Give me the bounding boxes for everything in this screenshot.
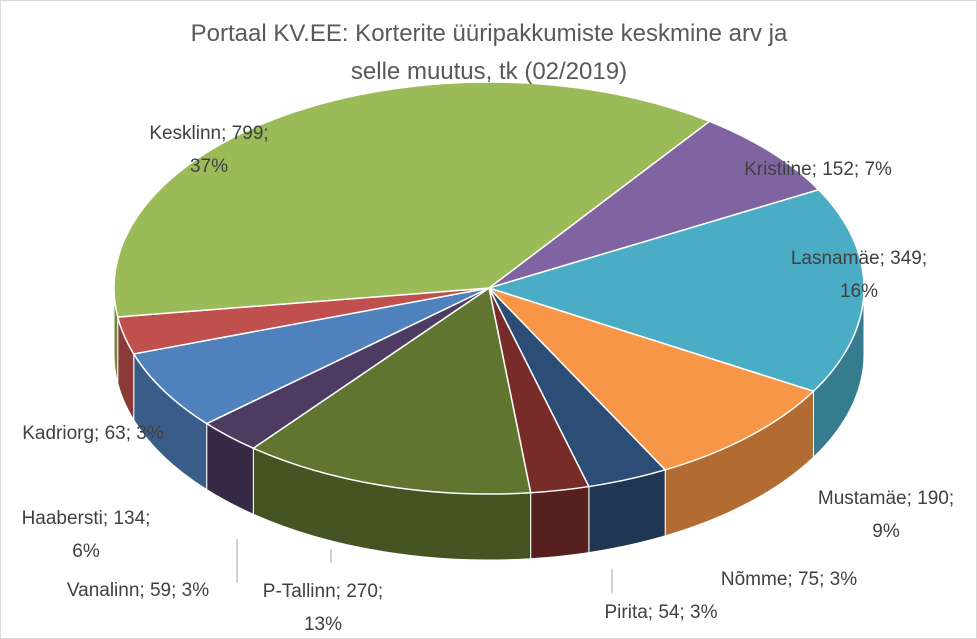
pie-wall-pirita <box>530 485 590 560</box>
data-label-line: 37% <box>190 156 228 177</box>
data-label-lasnamae: Lasnamäe; 349; 16% <box>791 248 927 302</box>
data-label-line: Kadriorg; 63; 3% <box>22 423 164 444</box>
pie-slice-lasnamae <box>486 188 865 393</box>
data-label-line: Haabersti; 134; <box>22 508 151 529</box>
data-label-line: Vanalinn; 59; 3% <box>67 580 209 601</box>
chart-title-line-1: Portaal KV.EE: Korterite üüripakkumiste … <box>191 20 788 47</box>
pie-slice-p-tallinn <box>251 286 532 495</box>
data-label-line: 16% <box>840 281 878 302</box>
data-label-mustamae: Mustamäe; 190; 9% <box>818 488 954 542</box>
data-label-line: Nõmme; 75; 3% <box>721 569 857 590</box>
data-label-pirita: Pirita; 54; 3% <box>605 602 718 623</box>
data-label-line: Lasnamäe; 349; <box>791 248 927 269</box>
pie-slice-mustamae <box>488 287 815 471</box>
data-label-kesklinn: Kesklinn; 799; 37% <box>149 123 268 177</box>
pie-slice-haabersti <box>132 287 490 425</box>
data-label-line: Kristiine; 152; 7% <box>744 159 892 180</box>
data-label-kadriorg: Kadriorg; 63; 3% <box>22 423 164 444</box>
data-label-haabersti: Haabersti; 134; 6% <box>22 508 151 562</box>
data-label-p-tallinn: P-Tallinn; 270; 13% <box>263 581 383 635</box>
data-label-line: 9% <box>872 521 900 542</box>
data-label-vanalinn: Vanalinn; 59; 3% <box>67 580 209 601</box>
chart-title-line-2: selle muutus, tk (02/2019) <box>351 58 627 85</box>
pie-slices <box>113 81 865 495</box>
data-label-line: Mustamäe; 190; <box>818 488 954 509</box>
leader-lines <box>236 539 613 593</box>
pie-sides <box>113 287 865 561</box>
pie-slice-kristiine <box>488 120 821 289</box>
data-label-line: Pirita; 54; 3% <box>605 602 718 623</box>
data-label-line: 6% <box>72 541 100 562</box>
data-label-nomme: Nõmme; 75; 3% <box>721 569 857 590</box>
data-label-line: Kesklinn; 799; <box>149 123 268 144</box>
data-label-line: P-Tallinn; 270; <box>263 581 383 602</box>
data-label-line: 13% <box>304 614 342 635</box>
data-label-kristiine: Kristiine; 152; 7% <box>744 159 892 180</box>
pie-slice-kesklinn <box>113 81 711 318</box>
data-labels: Kristiine; 152; 7% Lasnamäe; 349; 16% Musta… <box>22 123 955 635</box>
